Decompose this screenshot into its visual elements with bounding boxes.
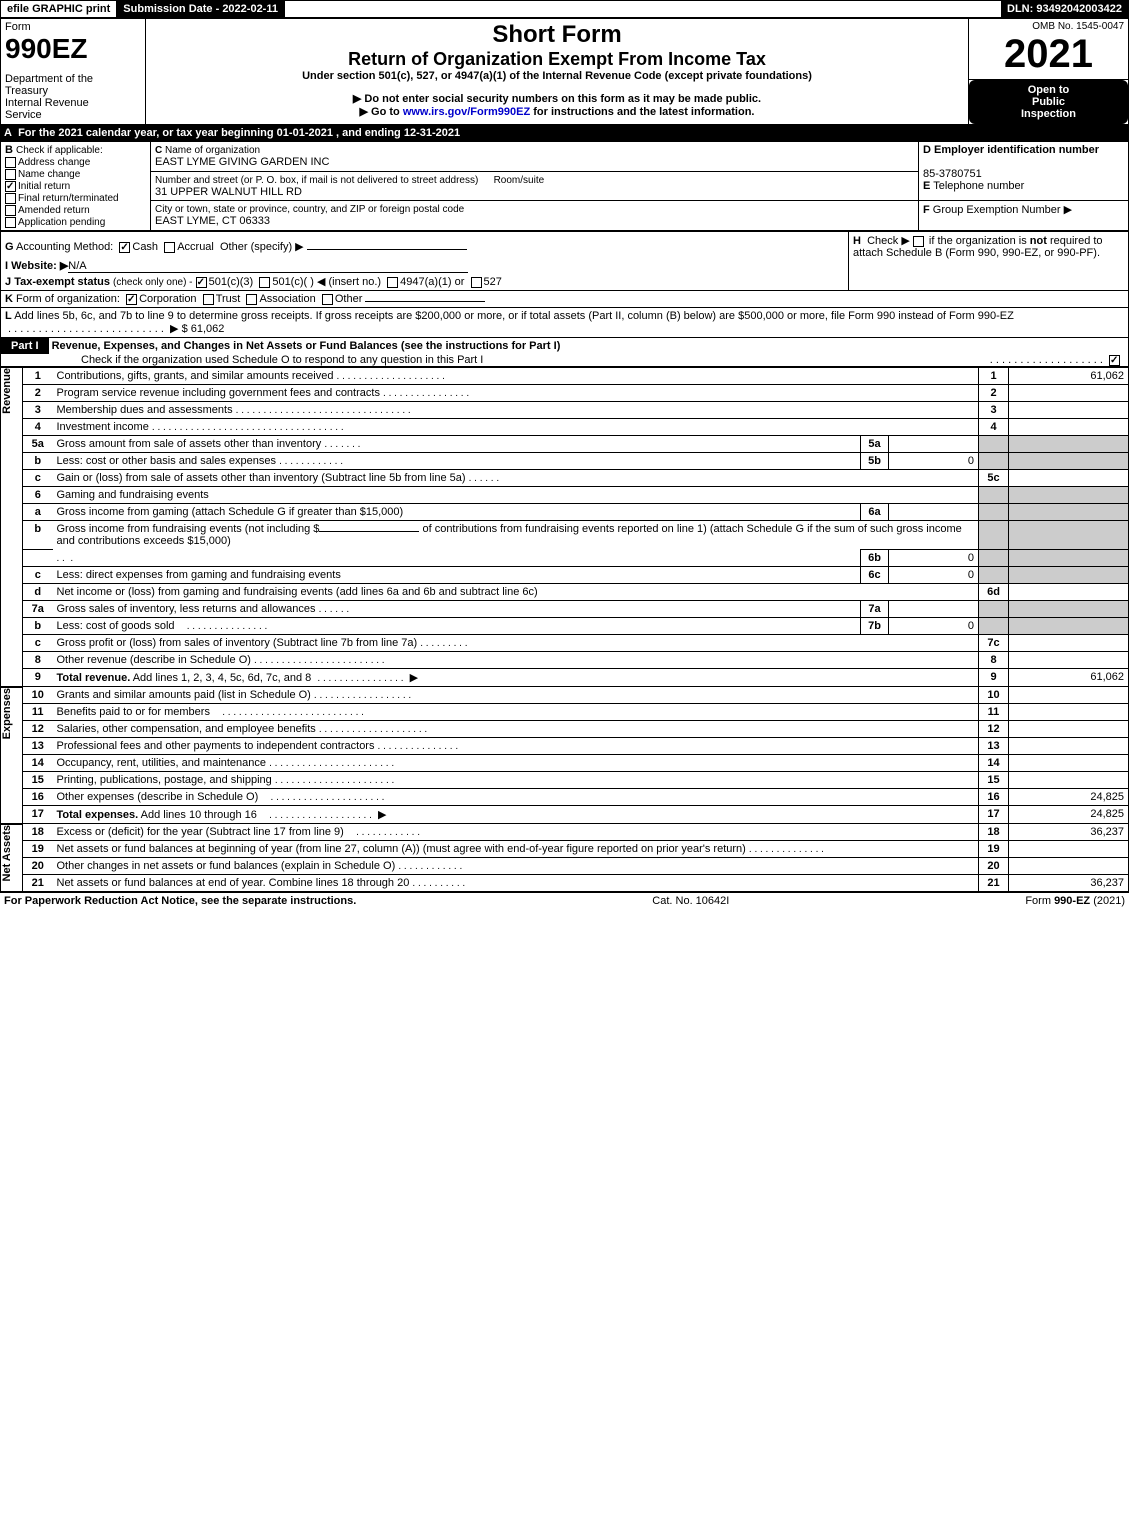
dln-label: DLN: 93492042003422 (1001, 1, 1128, 17)
part1-label: Part I (1, 338, 49, 354)
L-text: Add lines 5b, 6c, and 7b to line 9 to de… (14, 310, 1014, 322)
F-label: Group Exemption Number (933, 204, 1061, 216)
I-label: Website: ▶ (11, 260, 68, 272)
top-bar: efile GRAPHIC print Submission Date - 20… (0, 0, 1129, 18)
C-city-label: City or town, state or province, country… (155, 204, 464, 215)
chk-4947[interactable] (387, 277, 398, 288)
amt-18: 36,237 (1009, 824, 1129, 841)
part1-table: Revenue 1Contributions, gifts, grants, a… (0, 367, 1129, 892)
H-check: Check ▶ (867, 235, 910, 247)
form-word: Form (5, 21, 141, 33)
dept-treasury: Department of theTreasuryInternal Revenu… (5, 73, 141, 121)
K-label: Form of organization: (16, 293, 120, 305)
chk-initial-return[interactable] (5, 181, 16, 192)
omb-number: OMB No. 1545-0047 (973, 21, 1124, 32)
chk-final-return[interactable] (5, 193, 16, 204)
chk-accrual[interactable] (164, 242, 175, 253)
chk-schedule-o[interactable] (1109, 355, 1120, 366)
line-A: A For the 2021 calendar year, or tax yea… (0, 125, 1129, 141)
org-name: EAST LYME GIVING GARDEN INC (155, 156, 329, 168)
B-label: Check if applicable: (16, 145, 103, 156)
C-street-label: Number and street (or P. O. box, if mail… (155, 175, 478, 186)
submission-date: Submission Date - 2022-02-11 (117, 1, 285, 17)
website-value: N/A (68, 260, 86, 272)
irs-link[interactable]: www.irs.gov/Form990EZ (403, 106, 530, 118)
chk-app-pending[interactable] (5, 217, 16, 228)
C-name-label: Name of organization (165, 145, 260, 156)
F-arrow: ▶ (1064, 204, 1072, 216)
amt-16: 24,825 (1009, 789, 1129, 806)
cat-no: Cat. No. 10642I (652, 895, 729, 907)
goto-note: ▶ Go to www.irs.gov/Form990EZ for instru… (150, 105, 964, 118)
D-label: Employer identification number (934, 144, 1099, 156)
netassets-vert-label: Net Assets (1, 825, 13, 881)
chk-name-change[interactable] (5, 169, 16, 180)
revenue-vert-label: Revenue (1, 368, 13, 414)
chk-527[interactable] (471, 277, 482, 288)
form-ref: Form 990-EZ (2021) (1025, 895, 1125, 907)
chk-501c3[interactable] (196, 277, 207, 288)
part1-title: Revenue, Expenses, and Changes in Net As… (52, 340, 561, 352)
paperwork-notice: For Paperwork Reduction Act Notice, see … (4, 895, 356, 907)
chk-trust[interactable] (203, 294, 214, 305)
efile-print-button[interactable]: efile GRAPHIC print (1, 1, 117, 17)
G-label: Accounting Method: (16, 241, 113, 253)
footer: For Paperwork Reduction Act Notice, see … (0, 892, 1129, 909)
amt-17: 24,825 (1009, 806, 1129, 824)
return-title: Return of Organization Exempt From Incom… (150, 49, 964, 70)
amt-1: 61,062 (1009, 368, 1129, 385)
chk-501c[interactable] (259, 277, 270, 288)
chk-address-change[interactable] (5, 157, 16, 168)
no-ssn-note: ▶ Do not enter social security numbers o… (150, 92, 964, 105)
line-K: K Form of organization: Corporation Trus… (0, 291, 1129, 308)
city-value: EAST LYME, CT 06333 (155, 215, 270, 227)
chk-cash[interactable] (119, 242, 130, 253)
street-value: 31 UPPER WALNUT HILL RD (155, 186, 302, 198)
J-label: Tax-exempt status (14, 276, 110, 288)
short-form-title: Short Form (150, 21, 964, 49)
tax-year: 2021 (973, 32, 1124, 77)
under-section: Under section 501(c), 527, or 4947(a)(1)… (150, 70, 964, 82)
line-L: L Add lines 5b, 6c, and 7b to line 9 to … (0, 308, 1129, 338)
room-label: Room/suite (494, 175, 545, 186)
E-label: Telephone number (933, 180, 1024, 192)
part1-check-text: Check if the organization used Schedule … (1, 354, 483, 366)
L-amount: ▶ $ 61,062 (170, 323, 224, 335)
amt-21: 36,237 (1009, 875, 1129, 892)
section-G-H: G Accounting Method: Cash Accrual Other … (0, 231, 1129, 291)
amt-9: 61,062 (1009, 669, 1129, 687)
chk-corp[interactable] (126, 294, 137, 305)
chk-H[interactable] (913, 236, 924, 247)
ein-value: 85-3780751 (923, 168, 982, 180)
form-header-table: Form 990EZ Department of theTreasuryInte… (0, 18, 1129, 125)
expenses-vert-label: Expenses (1, 688, 13, 739)
form-code: 990EZ (5, 33, 141, 65)
chk-assoc[interactable] (246, 294, 257, 305)
chk-other-org[interactable] (322, 294, 333, 305)
topbar-spacer (285, 1, 1001, 17)
open-public-badge: Open to Public Inspection (969, 80, 1128, 124)
part1-header: Part I Revenue, Expenses, and Changes in… (0, 338, 1129, 367)
section-B-through-F: B Check if applicable: Address change Na… (0, 141, 1129, 231)
chk-amended[interactable] (5, 205, 16, 216)
